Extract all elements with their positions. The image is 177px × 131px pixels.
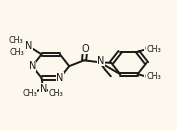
Text: CH₃: CH₃ bbox=[9, 36, 23, 45]
Text: CH₃: CH₃ bbox=[10, 48, 24, 57]
Text: O: O bbox=[144, 72, 152, 82]
Text: N: N bbox=[40, 84, 47, 94]
Text: O: O bbox=[81, 44, 89, 54]
Text: N: N bbox=[56, 73, 64, 83]
Text: O: O bbox=[144, 44, 152, 54]
Text: N: N bbox=[29, 61, 36, 71]
Text: CH₃: CH₃ bbox=[146, 72, 161, 81]
Text: CH₃: CH₃ bbox=[49, 89, 64, 98]
Text: CH₃: CH₃ bbox=[146, 45, 161, 54]
Text: CH₃: CH₃ bbox=[22, 89, 37, 98]
Text: N: N bbox=[25, 41, 32, 51]
Text: N: N bbox=[97, 56, 104, 66]
